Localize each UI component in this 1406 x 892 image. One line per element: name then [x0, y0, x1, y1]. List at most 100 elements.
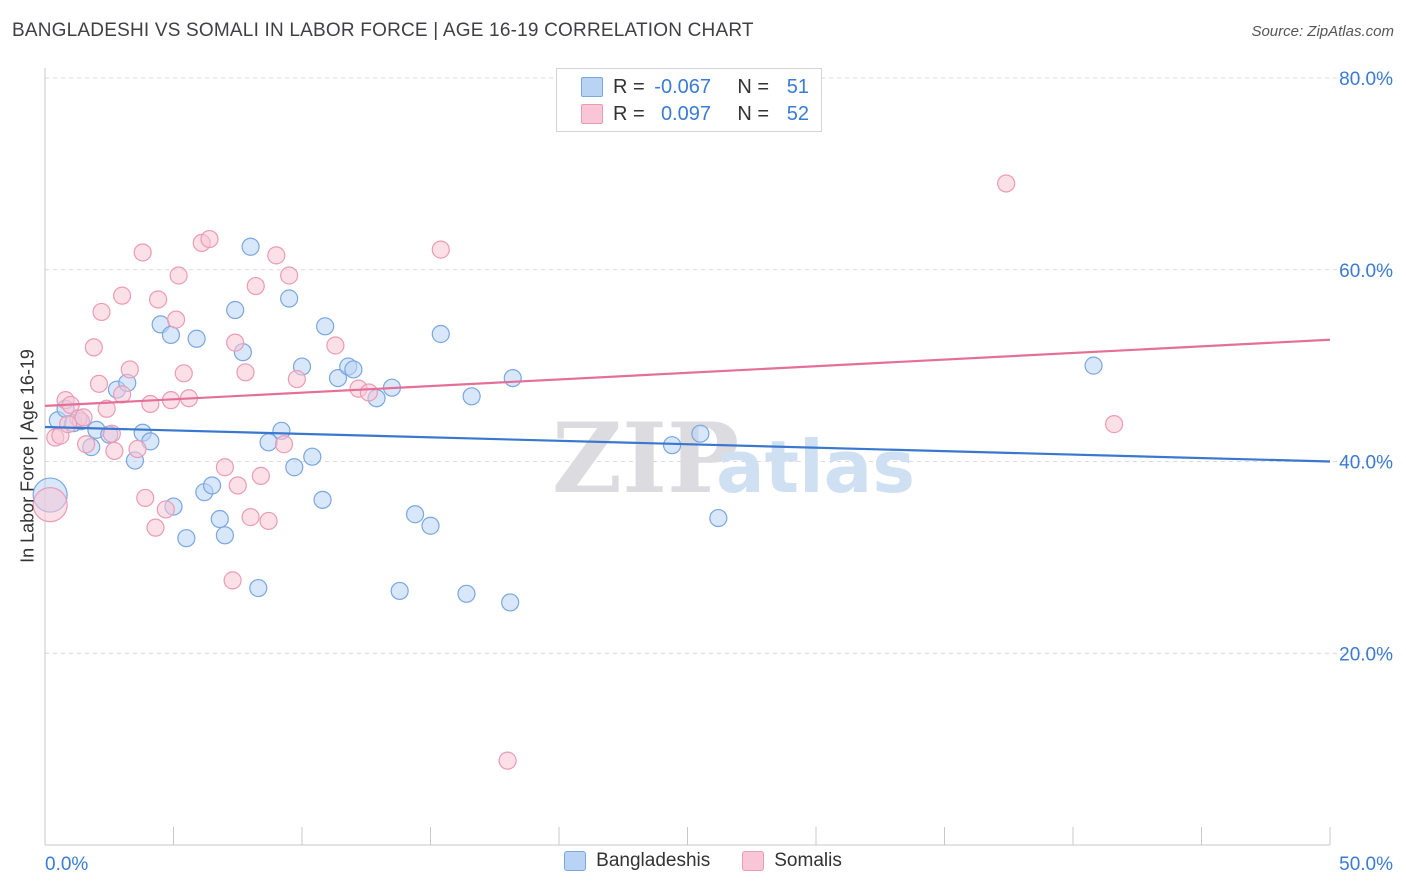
x-tick-label: 0.0% [45, 854, 88, 875]
somali-trend-line [44, 338, 1331, 407]
bangladeshi-point [285, 458, 304, 477]
bangladeshi-point [709, 508, 728, 528]
axes [44, 68, 1331, 846]
somali-point [251, 466, 270, 485]
legend-swatch-pink [742, 851, 765, 871]
somali-point [997, 174, 1016, 193]
bangladeshi-point [313, 490, 332, 509]
legend-swatch-blue [581, 77, 603, 97]
somali-point [84, 338, 103, 357]
bangladeshi-point [503, 368, 522, 388]
somali-point [128, 439, 147, 459]
legend-item-somalis[interactable]: Somalis [742, 850, 842, 872]
somali-point [215, 458, 234, 477]
r-label: R = [613, 75, 645, 98]
bangladeshi-point [249, 578, 268, 598]
bangladeshi-point [344, 360, 363, 379]
n-value: 52 [786, 102, 809, 125]
somali-point [89, 374, 109, 393]
somali-point [287, 369, 306, 389]
bangladeshi-point [215, 526, 234, 545]
legend-item-bangladeshis[interactable]: Bangladeshis [564, 850, 710, 872]
bangladeshi-point [662, 436, 682, 455]
bangladeshi-point [328, 368, 348, 388]
somali-point [228, 476, 247, 495]
somali-point [133, 243, 152, 262]
somali-point [267, 246, 286, 265]
stats-legend: R = -0.067 N = 51 R = 0.097 N = 52 [556, 68, 822, 132]
legend-label: Somalis [774, 850, 842, 871]
y-tick-label: 80.0% [1339, 69, 1393, 90]
bangladeshi-point [187, 329, 206, 348]
somali-point [148, 290, 168, 309]
bangladeshi-point [1084, 356, 1103, 375]
somali-point [112, 385, 132, 404]
bangladeshi-point [457, 584, 476, 603]
somali-point [141, 394, 160, 414]
n-label: N = [737, 102, 769, 125]
somali-point [77, 435, 96, 454]
bangladeshi-point [280, 289, 299, 308]
bangladeshi-point [421, 516, 440, 535]
r-label: R = [613, 102, 645, 125]
source-credit: Source: ZipAtlas.com [1251, 23, 1394, 40]
n-label: N = [737, 75, 769, 98]
bangladeshi-point [177, 529, 196, 548]
bangladeshi-point [161, 325, 181, 345]
bangladeshi-point [316, 317, 335, 336]
somali-point [223, 571, 242, 590]
somali-point [166, 310, 186, 329]
legend-label: Bangladeshis [596, 850, 711, 871]
trend-lines [44, 338, 1331, 463]
somali-point [226, 333, 245, 352]
somali-point [236, 363, 255, 382]
somali-point [280, 266, 299, 285]
y-tick-label: 40.0% [1339, 453, 1393, 474]
somali-point [32, 487, 68, 523]
watermark-zip: ZIP [552, 402, 739, 515]
watermark: ZIP atlas [552, 402, 915, 515]
somali-point [169, 266, 188, 285]
legend-swatch-blue [564, 851, 587, 871]
somali-point [92, 302, 111, 322]
somali-point [174, 364, 193, 383]
somali-point [274, 435, 294, 454]
bangladeshi-point [202, 476, 222, 495]
r-value: -0.067 [654, 75, 711, 98]
bangladeshi-point [431, 324, 450, 344]
bangladeshi-point [241, 237, 260, 256]
somali-point [112, 286, 132, 305]
series-legend: Bangladeshis Somalis [0, 850, 1406, 872]
bangladeshi-point [462, 387, 481, 406]
somali-point [146, 518, 165, 537]
gridlines [45, 77, 1392, 654]
somali-point [105, 441, 124, 461]
somali-point [359, 383, 378, 402]
y-tick-label: 60.0% [1339, 261, 1393, 282]
bangladeshi-point [691, 424, 710, 443]
legend-swatch-pink [581, 104, 603, 124]
chart-title: BANGLADESHI VS SOMALI IN LABOR FORCE | A… [12, 20, 754, 41]
r-value: 0.097 [660, 102, 711, 125]
bangladeshi-point [210, 509, 229, 529]
y-tick-label: 20.0% [1339, 644, 1393, 665]
x-tick-label: 50.0% [1339, 854, 1393, 875]
somali-point [1105, 415, 1124, 434]
watermark-atlas: atlas [716, 425, 915, 509]
stats-row-bangladeshis: R = -0.067 N = 51 [581, 74, 809, 100]
y-axis-label: In Labor Force | Age 16-19 [17, 349, 38, 563]
somali-point [246, 276, 265, 296]
bangladeshi-point [303, 447, 322, 466]
somali-point [498, 751, 517, 770]
somali-point [326, 336, 345, 355]
somali-point [120, 360, 139, 379]
bangladeshi-trend-line [44, 425, 1331, 463]
somali-point [74, 408, 93, 427]
somali-point [97, 399, 116, 418]
bangladeshi-point [501, 593, 520, 612]
somali-point [200, 229, 219, 249]
bangladeshi-point [226, 300, 245, 320]
n-value: 51 [786, 75, 809, 98]
somali-point [59, 415, 78, 434]
